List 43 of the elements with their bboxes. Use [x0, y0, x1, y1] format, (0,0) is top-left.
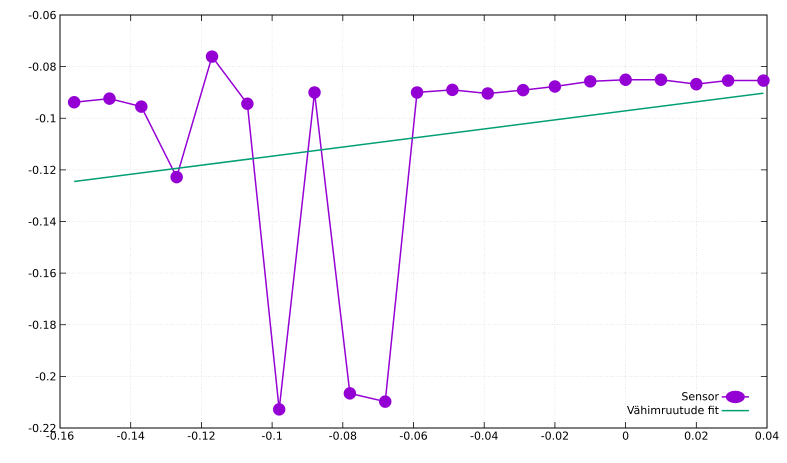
x-tick-label: -0.14	[117, 432, 144, 440]
x-tick-label: -0.12	[188, 432, 214, 440]
x-tick-label: -0.16	[46, 432, 74, 440]
y-tick-label: -0.08	[28, 62, 56, 71]
point	[378, 395, 392, 408]
y-tick-label: -0.16	[28, 268, 56, 278]
legend-label: Vähimruutude fit	[627, 406, 719, 414]
point	[135, 100, 148, 113]
point	[68, 96, 80, 108]
y-tick-label: -0.18	[28, 320, 56, 329]
x-tick-label: 0	[622, 432, 628, 440]
point	[170, 170, 183, 184]
point	[690, 78, 703, 90]
x-tick-label: -0.08	[329, 432, 356, 440]
point	[103, 92, 116, 105]
x-tick-label: -0.04	[470, 432, 498, 440]
point	[548, 80, 562, 93]
y-tick-label: -0.06	[28, 10, 56, 20]
point	[722, 74, 734, 87]
x-tick-label: 0.02	[684, 432, 708, 440]
point	[272, 403, 286, 416]
point	[584, 75, 596, 88]
point	[344, 387, 356, 400]
point	[619, 74, 632, 86]
point	[446, 84, 459, 96]
y-tick-label: -0.1	[36, 114, 56, 122]
point	[482, 87, 494, 100]
point	[241, 98, 254, 110]
x-tick-label: 0.04	[756, 432, 779, 440]
point	[654, 74, 668, 86]
point	[206, 50, 218, 63]
point	[308, 86, 321, 99]
y-tick-label: -0.14	[28, 217, 56, 226]
y-tick-label: -0.2	[36, 372, 56, 381]
y-tick-label: -0.12	[28, 166, 56, 174]
y-tick-label: -0.22	[28, 424, 56, 432]
point	[410, 86, 424, 99]
legend-label: Sensor	[682, 392, 719, 400]
point	[757, 74, 770, 87]
point	[516, 84, 530, 96]
x-tick-label: -0.02	[541, 432, 568, 440]
x-tick-label: -0.1	[262, 432, 282, 440]
x-tick-label: -0.06	[400, 432, 427, 440]
